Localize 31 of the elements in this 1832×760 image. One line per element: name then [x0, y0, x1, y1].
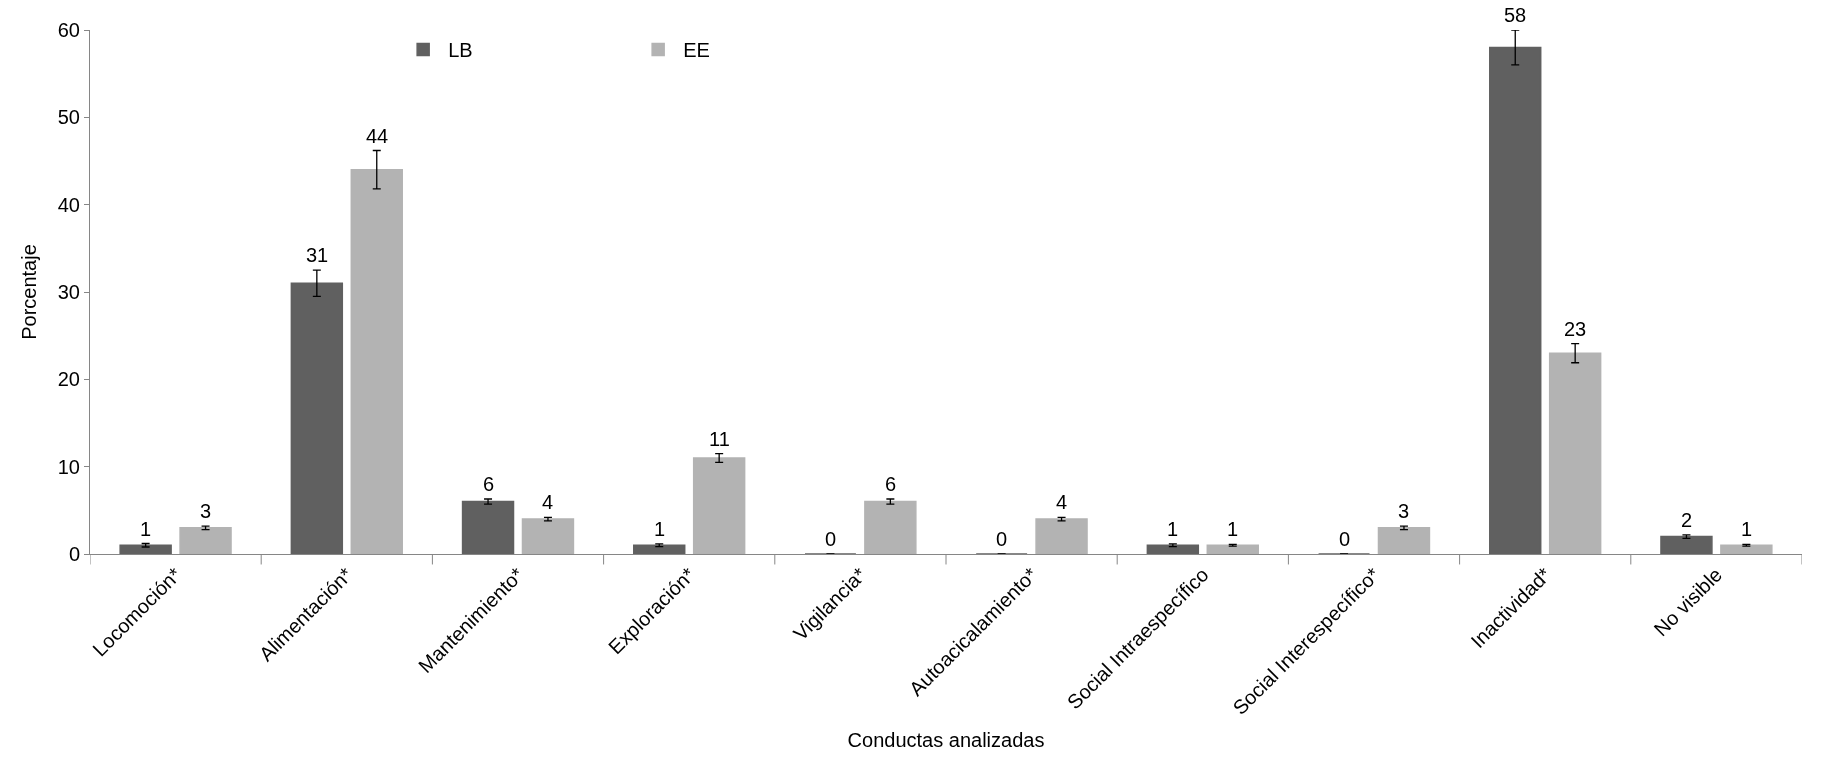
data-label: 3 [200, 500, 212, 522]
data-label: 0 [825, 528, 837, 550]
data-label: 31 [306, 244, 329, 266]
data-label: 3 [1398, 500, 1410, 522]
data-label: 0 [996, 528, 1008, 550]
data-label: 1 [1227, 518, 1239, 540]
y-axis-title: Porcentaje [18, 244, 41, 340]
data-label: 6 [483, 473, 495, 495]
y-tick-label: 10 [57, 455, 80, 478]
data-label: 58 [1504, 4, 1527, 26]
data-label: 1 [140, 518, 152, 540]
data-label: 4 [542, 491, 554, 513]
data-label: 0 [1339, 528, 1351, 550]
y-tick-label: 60 [57, 19, 80, 41]
data-label: 2 [1681, 509, 1693, 531]
y-tick-label: 0 [68, 543, 80, 565]
data-label: 44 [366, 125, 389, 147]
data-label: 1 [1741, 518, 1753, 540]
data-label: 1 [654, 518, 666, 540]
data-label: 4 [1056, 491, 1068, 513]
data-label: 11 [709, 428, 730, 450]
y-tick-label: 40 [57, 193, 80, 216]
data-label: 6 [885, 473, 897, 495]
data-label: 1 [1167, 518, 1179, 540]
y-tick-label: 20 [57, 368, 80, 391]
legend-label: EE [683, 39, 710, 62]
legend-label: LB [448, 39, 473, 62]
y-tick-label: 30 [57, 281, 80, 303]
y-tick-label: 50 [57, 106, 80, 129]
data-label: 23 [1564, 318, 1587, 340]
x-axis-title: Conductas analizadas [847, 729, 1045, 752]
